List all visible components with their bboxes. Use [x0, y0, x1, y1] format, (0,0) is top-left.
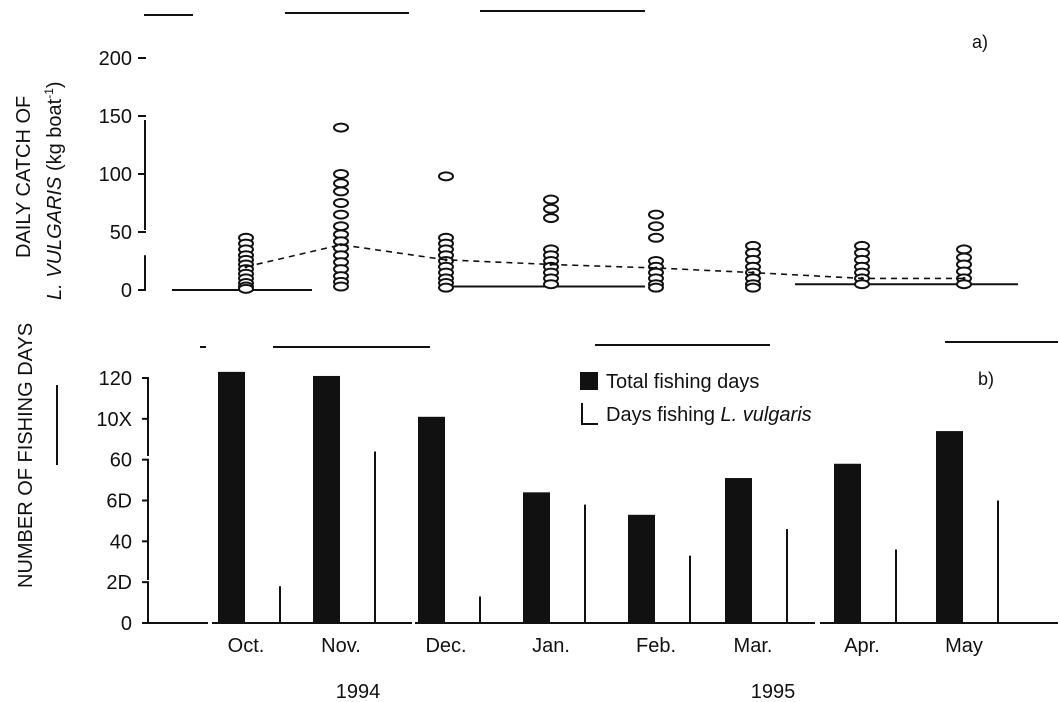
x-tick-label-oct: Oct. [228, 635, 265, 657]
panel-a-point [333, 122, 349, 133]
panel-a-y-tick-label: 50 [110, 222, 132, 244]
bar-total-feb [628, 514, 655, 623]
year-label-1994: 1994 [336, 681, 381, 702]
legend-label-total: Total fishing days [606, 371, 759, 393]
bar-total-jan [523, 492, 550, 623]
bar-total-apr [834, 463, 861, 623]
panel-a-y-axis: 0 50 100 150 200 [99, 48, 146, 302]
panel-b-bars [218, 371, 999, 623]
bar-total-oct [218, 371, 245, 623]
panel-a-y-label-line2: L. VULGARIS (kg boat-1) [42, 81, 66, 300]
bar-total-mar [725, 478, 752, 623]
x-tick-label-feb: Feb. [636, 635, 676, 657]
panel-a-point [543, 203, 559, 214]
panel-b-x-axis: Oct. Nov. Dec. Jan. Feb. Mar. Apr. May [228, 635, 983, 657]
x-tick-label-apr: Apr. [844, 635, 880, 657]
panel-a-point [543, 279, 559, 290]
panel-b-y-tick-label: 6D [106, 491, 132, 513]
panel-a-point [648, 282, 664, 293]
legend-swatch-vulgaris [581, 403, 598, 425]
panel-a-point [648, 221, 664, 232]
panel-a-y-tick-label: 100 [99, 164, 132, 186]
panel-a-point [333, 178, 349, 189]
panel-a-y-label-line1: DAILY CATCH OF [13, 96, 35, 258]
panel-a-y-tick-label: 0 [121, 280, 132, 302]
bar-total-may [936, 431, 963, 623]
legend-label-vulgaris-species: L. vulgaris [721, 404, 812, 426]
panel-a-y-label-exp: -1 [42, 88, 56, 99]
panel-a-point [543, 213, 559, 224]
panel-b-label: b) [978, 369, 994, 389]
panel-b-y-tick-label: 0 [121, 613, 132, 635]
panel-a-point [333, 281, 349, 292]
panel-a-zero-line [172, 283, 1018, 291]
scan-artifacts [56, 10, 1058, 465]
year-label-1995: 1995 [751, 681, 796, 702]
panel-a-point [543, 194, 559, 205]
panel-a-y-label-unit: (kg boat [44, 98, 66, 176]
bar-total-nov [313, 375, 340, 623]
legend-swatch-total [580, 372, 598, 390]
panel-a-point [956, 279, 972, 290]
panel-a-y-tick-label: 200 [99, 48, 132, 70]
panel-b-y-tick-label: 120 [99, 368, 132, 390]
panel-a-y-label-close: ) [44, 81, 66, 88]
x-tick-label-jan: Jan. [532, 635, 570, 657]
x-tick-label-mar: Mar. [734, 635, 773, 657]
panel-a-point [333, 221, 349, 232]
panel-a-mean-point [860, 276, 864, 280]
panel-a-y-tick-label: 150 [99, 106, 132, 128]
panel-b-y-tick-label: 40 [110, 531, 132, 553]
panel-b-y-tick-label: 10X [96, 409, 132, 431]
panel-a-label: a) [972, 32, 988, 52]
legend-label-vulgaris-prefix: Days fishing [606, 404, 721, 426]
panel-a-mean-point [751, 271, 755, 275]
bar-total-dec [418, 416, 445, 623]
x-tick-label-may: May [945, 635, 983, 657]
panel-a-point [956, 244, 972, 255]
panel-a-mean-point [244, 265, 248, 269]
panel-b-y-tick-label: 2D [106, 572, 132, 594]
panel-a-point [648, 232, 664, 243]
panel-a-mean-point [549, 262, 553, 266]
panel-a-mean-point [962, 276, 966, 280]
panel-b-y-tick-label: 60 [110, 450, 132, 472]
x-tick-label-dec: Dec. [425, 635, 466, 657]
panel-a-scatter: a) 0 50 100 150 200 DAILY CATCH OF L. VULGAR… [13, 32, 1018, 302]
x-tick-label-nov: Nov. [321, 635, 361, 657]
legend: Total fishing days Days fishing L. vulga… [580, 371, 812, 426]
panel-a-points [238, 122, 972, 294]
panel-b-bar: b) NUMBER OF FISHING DAYS 0 2D 40 6D 60 10X 12… [15, 323, 1058, 702]
panel-a-mean-point [444, 258, 448, 262]
panel-a-mean-point [339, 243, 343, 247]
panel-a-point [333, 169, 349, 179]
panel-a-mean-line [244, 243, 966, 280]
panel-a-point [438, 282, 454, 293]
panel-b-y-axis: 0 2D 40 6D 60 10X 120 [96, 368, 149, 635]
panel-a-point [333, 198, 349, 208]
panel-b-y-label: NUMBER OF FISHING DAYS [15, 323, 37, 588]
panel-a-y-label-species: L. VULGARIS [44, 176, 66, 300]
panel-a-mean-point [654, 266, 658, 270]
panel-a-point [333, 186, 349, 197]
panel-a-mean-path [245, 243, 964, 280]
panel-a-y-label: DAILY CATCH OF L. VULGARIS (kg boat-1) [13, 81, 66, 300]
panel-a-point [648, 209, 664, 220]
panel-a-point [238, 283, 254, 294]
panel-a-point [438, 171, 454, 182]
panel-a-point [745, 282, 761, 293]
panel-a-point [854, 279, 870, 290]
panel-a-point [333, 209, 349, 220]
legend-label-vulgaris: Days fishing L. vulgaris [606, 404, 812, 426]
